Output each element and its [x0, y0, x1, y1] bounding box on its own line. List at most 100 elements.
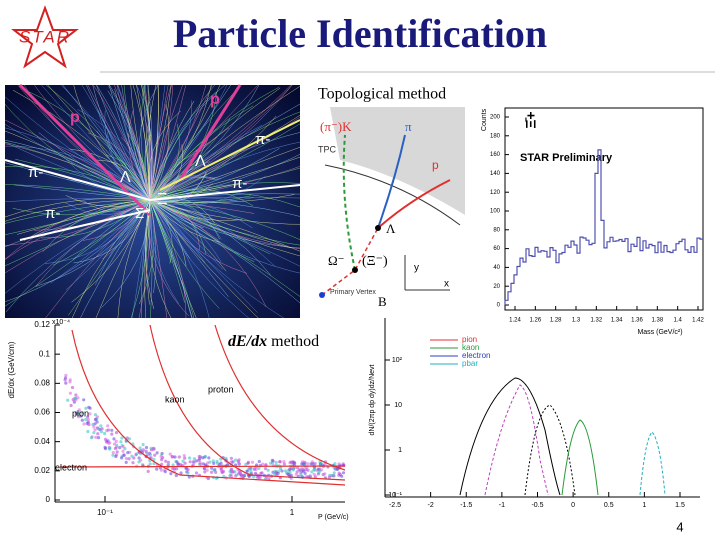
point: [153, 453, 157, 457]
point: [152, 457, 156, 462]
track: [149, 100, 195, 201]
mass-plot: Ξ̄+ Counts STAR Preliminary 200180160140…: [478, 98, 710, 336]
x-tick-label: 0.5: [604, 502, 614, 509]
y-tick-label: 20: [493, 284, 500, 290]
track: [149, 199, 173, 264]
track: [149, 116, 300, 201]
track: [149, 199, 219, 241]
point: [203, 454, 207, 458]
track: [40, 85, 151, 201]
track: [5, 184, 151, 201]
point: [108, 447, 112, 451]
track: [149, 199, 300, 246]
track: [104, 110, 151, 201]
y-tick-label: 40: [493, 265, 500, 271]
method-label-rest: method: [271, 333, 319, 350]
point: [95, 417, 99, 421]
event-label: π-: [45, 205, 60, 222]
point: [113, 442, 117, 446]
curve: [71, 329, 346, 486]
y-tick-label: 0: [497, 303, 501, 309]
x-tick-label: 1.36: [631, 318, 643, 324]
event-label: π-: [28, 164, 43, 181]
track: [45, 85, 151, 201]
track: [149, 132, 300, 201]
track: [5, 141, 151, 201]
logo: STAR: [11, 5, 79, 69]
y-tick-label: 1: [398, 447, 402, 454]
point: [179, 471, 183, 475]
point: [299, 473, 303, 477]
point: [137, 460, 141, 464]
point: [300, 462, 304, 466]
track: [12, 199, 151, 216]
track: [149, 91, 216, 201]
track: [377, 179, 451, 229]
point: [208, 460, 212, 464]
track: [69, 148, 151, 201]
x-axis-label: Mass (GeV/c²): [637, 329, 682, 336]
point: [274, 460, 278, 464]
track: [149, 104, 170, 201]
track: [149, 199, 247, 274]
diagram-label: TPC: [318, 144, 337, 154]
point: [313, 475, 317, 479]
x-tick-label: 1.32: [590, 318, 602, 324]
point: [64, 373, 68, 377]
track: [149, 199, 300, 240]
point: [86, 429, 90, 434]
point: [228, 469, 232, 474]
point: [210, 470, 214, 474]
point: [198, 455, 202, 459]
track: [107, 85, 151, 201]
point: [68, 380, 72, 384]
track: [149, 199, 255, 263]
point: [108, 441, 112, 445]
diagram-label: Ω⁻: [328, 253, 345, 268]
point: [300, 467, 304, 471]
track: [377, 134, 406, 229]
point: [267, 477, 271, 481]
track: [149, 199, 227, 272]
track: [5, 199, 151, 294]
track: [65, 199, 151, 291]
track: [138, 199, 151, 320]
x-axis-label: P (GeV/c): [318, 514, 349, 521]
point: [94, 435, 98, 439]
event-label: p: [210, 91, 220, 108]
point: [134, 452, 139, 456]
track: [73, 85, 151, 201]
point: [254, 467, 258, 471]
point: [242, 473, 247, 477]
track: [17, 85, 151, 201]
point: [74, 411, 78, 416]
track: [149, 199, 291, 249]
point: [245, 469, 249, 473]
track: [5, 199, 151, 224]
x-tick-label: 1: [290, 508, 295, 517]
point: [212, 461, 216, 465]
title: Particle Identification: [173, 11, 547, 56]
track: [130, 199, 151, 320]
point: [110, 428, 114, 432]
track: [96, 85, 151, 201]
track: [149, 199, 255, 214]
track: [149, 85, 232, 201]
point: [160, 452, 164, 456]
track: [149, 146, 300, 201]
point: [224, 456, 228, 460]
event-label: Λ: [120, 169, 131, 186]
vertex: [319, 292, 325, 298]
legend-label: kaon: [462, 343, 479, 352]
point: [264, 463, 268, 467]
track: [149, 87, 281, 201]
track: [149, 85, 259, 201]
point: [84, 406, 88, 410]
point: [257, 466, 261, 470]
point: [86, 418, 90, 422]
track: [149, 85, 215, 201]
track: [149, 199, 185, 303]
track: [149, 85, 242, 201]
point: [123, 447, 127, 451]
